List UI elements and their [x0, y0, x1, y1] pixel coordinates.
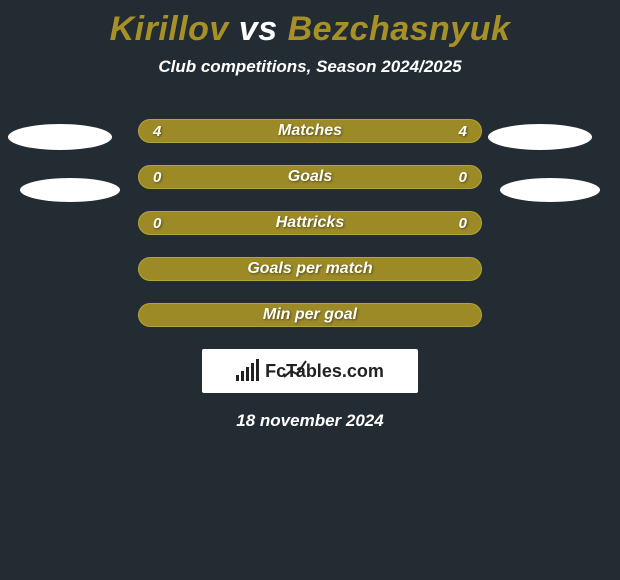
stat-left-value: 0: [153, 215, 161, 232]
stat-row: Goals per match: [138, 257, 482, 281]
stat-label: Matches: [278, 122, 342, 140]
fctables-logo: FcTables.com: [202, 349, 418, 393]
player-photo-ellipse: [488, 124, 592, 150]
stat-right-value: 0: [459, 215, 467, 232]
stat-rows: 4 Matches 4 0 Goals 0 0 Hattricks 0 Goals per mat…: [0, 119, 620, 327]
stat-row: 4 Matches 4: [138, 119, 482, 143]
stat-label: Min per goal: [263, 306, 357, 324]
stat-left-value: 4: [153, 123, 161, 140]
date-text: 18 november 2024: [0, 411, 620, 431]
stat-label: Hattricks: [276, 214, 344, 232]
subtitle: Club competitions, Season 2024/2025: [0, 57, 620, 77]
stat-label: Goals: [288, 168, 332, 186]
stat-row: 0 Goals 0: [138, 165, 482, 189]
trend-line-icon: [282, 359, 308, 381]
comparison-title: Kirillov vs Bezchasnyuk: [0, 0, 620, 49]
player1-name: Kirillov: [110, 10, 229, 48]
stat-right-value: 0: [459, 169, 467, 186]
player-photo-ellipse: [20, 178, 120, 202]
stat-row: 0 Hattricks 0: [138, 211, 482, 235]
bars-icon: [236, 361, 259, 381]
player-photo-ellipse: [8, 124, 112, 150]
stat-row: Min per goal: [138, 303, 482, 327]
stat-right-value: 4: [459, 123, 467, 140]
vs-word: vs: [239, 10, 278, 48]
stat-label: Goals per match: [247, 260, 372, 278]
player2-name: Bezchasnyuk: [288, 10, 511, 48]
stat-left-value: 0: [153, 169, 161, 186]
player-photo-ellipse: [500, 178, 600, 202]
